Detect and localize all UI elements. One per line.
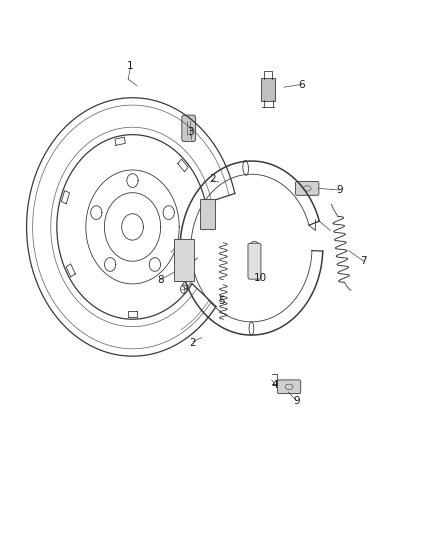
FancyBboxPatch shape: [277, 380, 301, 393]
Text: 6: 6: [298, 79, 304, 90]
Text: 8: 8: [157, 274, 164, 285]
Text: 4: 4: [272, 380, 279, 390]
Text: 9: 9: [293, 396, 300, 406]
FancyBboxPatch shape: [174, 239, 194, 281]
Text: 7: 7: [360, 256, 367, 266]
Text: 2: 2: [190, 338, 196, 348]
Text: 9: 9: [337, 185, 343, 195]
FancyBboxPatch shape: [182, 115, 196, 141]
Text: 10: 10: [254, 273, 267, 283]
FancyBboxPatch shape: [261, 78, 275, 101]
FancyBboxPatch shape: [248, 243, 261, 279]
Text: 5: 5: [218, 296, 224, 306]
Text: 1: 1: [127, 61, 134, 71]
FancyBboxPatch shape: [296, 182, 319, 195]
Text: 3: 3: [187, 127, 194, 137]
Text: 2: 2: [209, 174, 216, 184]
FancyBboxPatch shape: [200, 199, 215, 229]
